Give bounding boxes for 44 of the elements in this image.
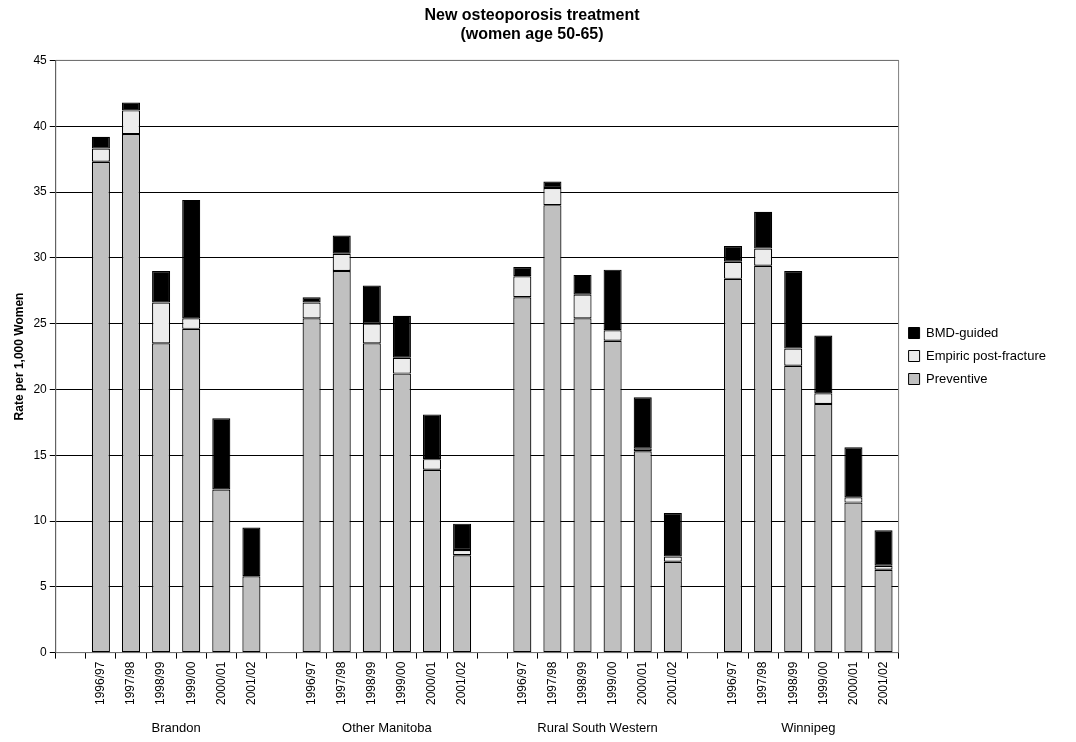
- x-tick-label: 1999/00: [604, 661, 619, 706]
- x-tick-label: 2001/02: [454, 661, 469, 706]
- x-tick-label: 1998/99: [153, 661, 168, 706]
- y-tick-label: 5: [40, 579, 48, 594]
- x-tick-label: 1996/97: [303, 661, 318, 706]
- x-tick-label: 1997/98: [334, 661, 349, 706]
- x-tick-label: 1996/97: [514, 661, 529, 706]
- x-tick-label: 1997/98: [755, 661, 770, 706]
- x-tick-label: 2000/01: [845, 661, 860, 706]
- x-tick-label: 1996/97: [725, 661, 740, 706]
- x-tick-label: 1999/00: [183, 661, 198, 706]
- y-tick-label: 30: [33, 250, 48, 265]
- x-tick-label: 1996/97: [93, 661, 108, 706]
- y-tick-label: 45: [33, 52, 48, 67]
- x-tick-label: 2001/02: [243, 661, 258, 706]
- x-tick-label: 2000/01: [424, 661, 439, 706]
- y-tick-label: 15: [33, 447, 48, 462]
- text: Rural South Western: [537, 719, 658, 735]
- x-tick-label: 1997/98: [123, 661, 138, 706]
- x-tick-label: 1999/00: [815, 661, 830, 706]
- legend-label: Empiric post-fracture: [926, 347, 1046, 363]
- chart-subtitle: (women age 50-65): [460, 25, 604, 43]
- legend-label: BMD-guided: [926, 324, 999, 340]
- x-tick-label: 1999/00: [394, 661, 409, 706]
- y-tick-label: 35: [33, 184, 48, 199]
- y-axis-title: Rate per 1,000 Women: [11, 292, 26, 421]
- y-tick-label: 20: [33, 381, 48, 396]
- x-tick-label: 2000/01: [635, 661, 650, 706]
- y-tick-label: 0: [40, 644, 48, 659]
- y-tick-label: 25: [33, 315, 48, 330]
- legend-label: Preventive: [926, 370, 988, 386]
- y-tick-label: 10: [33, 513, 48, 528]
- x-tick-label: 1998/99: [574, 661, 589, 706]
- text: Other Manitoba: [342, 719, 433, 735]
- x-tick-label: 1997/98: [544, 661, 559, 706]
- x-tick-label: 1998/99: [364, 661, 379, 706]
- chart-title: New osteoporosis treatment: [424, 6, 641, 24]
- x-tick-label: 2000/01: [213, 661, 228, 706]
- text: Brandon: [151, 719, 201, 735]
- y-tick-label: 40: [33, 118, 48, 133]
- text: Winnipeg: [781, 719, 836, 735]
- x-tick-label: 1998/99: [785, 661, 800, 706]
- x-tick-label: 2001/02: [875, 661, 890, 706]
- x-tick-label: 2001/02: [665, 661, 680, 706]
